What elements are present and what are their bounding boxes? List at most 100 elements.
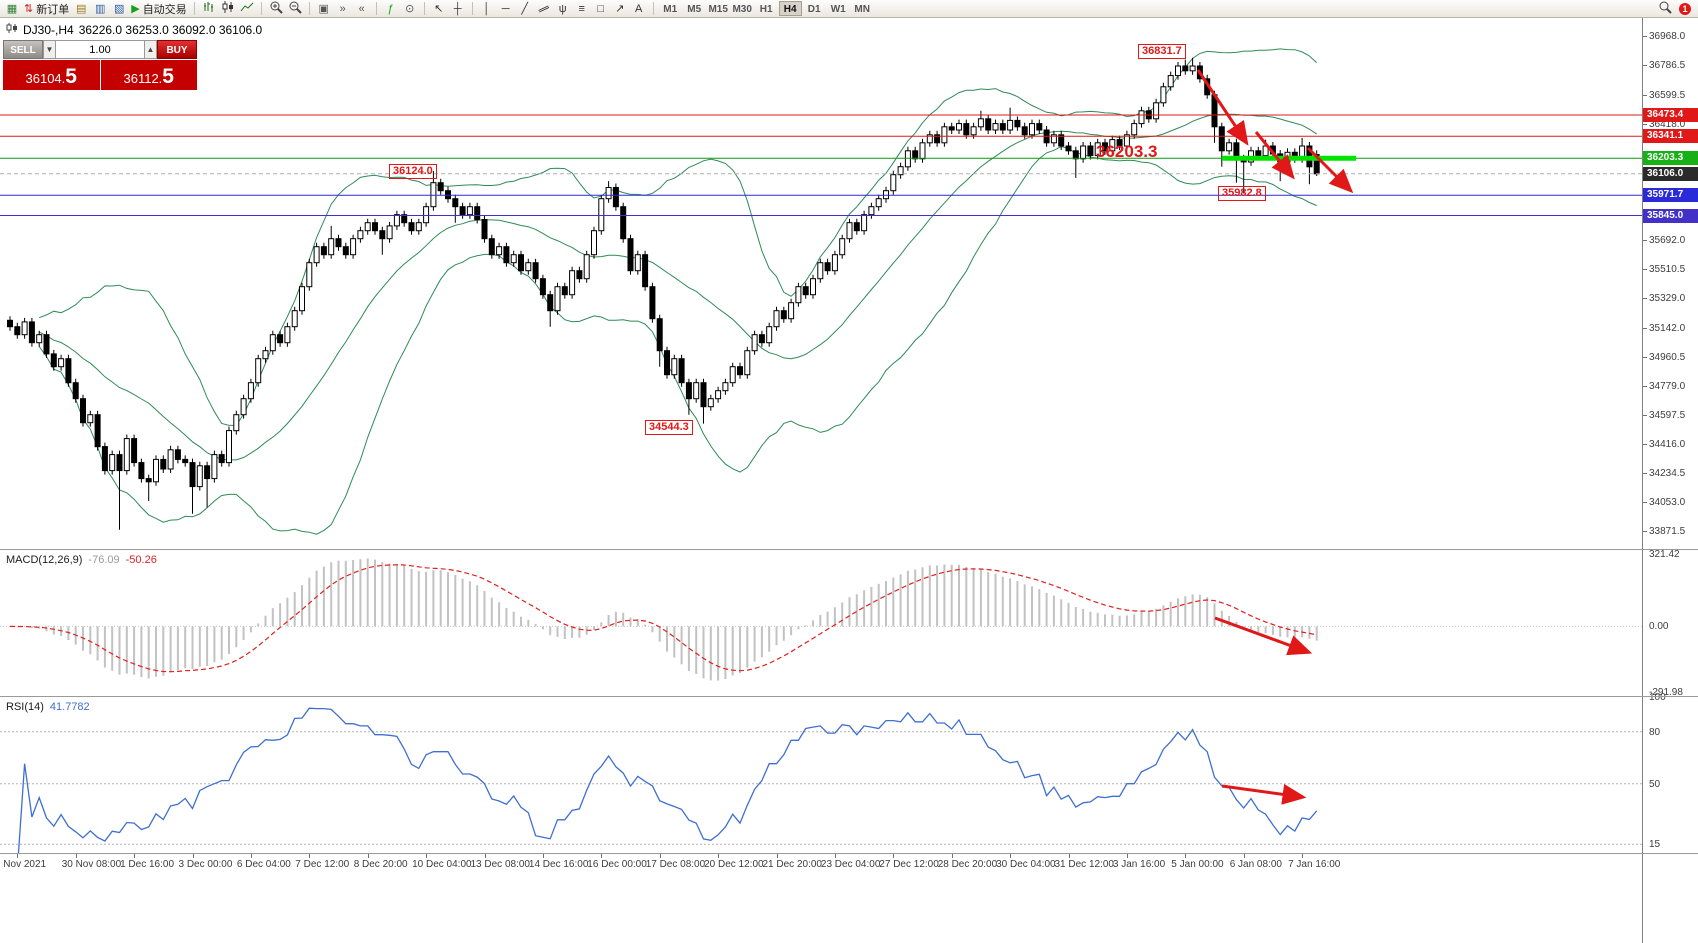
horizontal-line-icon: ─ — [501, 2, 510, 15]
timeframe-w1-button[interactable]: W1 — [830, 4, 846, 15]
price-axis[interactable]: 36968.0 36786.5 36599.5 36418.0 35692.0 35510… — [1642, 18, 1698, 943]
vertical-line-button[interactable]: │ — [478, 1, 496, 17]
toolbar: ▦ ⇅ 新订单 ▤ ▥ ▧ ▶ 自动交易 ▣ » « ƒ ⊙ ↖ ┼ │ ─ ╱ ∥ ψ ≡ □ ↗ A M1 M5 M15 M30 H… — [0, 0, 1698, 18]
axis-divider — [0, 853, 1698, 854]
bar-chart-button[interactable] — [200, 1, 218, 17]
market-watch-button[interactable]: ▥ — [91, 1, 109, 17]
time-axis-label: 14 Dec 16:00 — [528, 859, 589, 870]
volume-input[interactable] — [56, 40, 144, 59]
one-click-trading-panel: SELL ▼ ▲ BUY 36104. 5 36112. 5 — [3, 40, 197, 90]
timeframe-mn-button[interactable]: MN — [854, 4, 870, 15]
new-chart-icon: ▦ — [6, 2, 18, 15]
time-tick — [834, 854, 836, 858]
price-scale-label: 35692.0 — [1649, 234, 1686, 246]
time-axis-label: 3 Jan 16:00 — [1112, 859, 1166, 870]
rsi-caption: RSI(14) 41.7782 — [6, 701, 90, 713]
panel-divider[interactable] — [0, 549, 1698, 550]
time-tick — [484, 854, 486, 858]
text-icon: A — [635, 2, 643, 15]
tile-windows-button[interactable]: ▣ — [315, 1, 333, 17]
line-chart-button[interactable] — [238, 1, 256, 17]
shapes-icon: □ — [597, 2, 605, 15]
rsi-indicator-chart[interactable] — [0, 697, 1642, 853]
pitchfork-button[interactable]: ψ — [554, 1, 572, 17]
main-price-chart[interactable] — [0, 18, 1642, 549]
trendline-button[interactable]: ╱ — [516, 1, 534, 17]
timeframe-h4-button[interactable]: H4 — [778, 1, 802, 16]
new-chart-button[interactable]: ▦ — [3, 1, 21, 17]
time-axis-label: 7 Jan 16:00 — [1288, 859, 1341, 870]
volume-increase-button[interactable]: ▲ — [144, 40, 157, 59]
cursor-button[interactable]: ↖ — [430, 1, 448, 17]
chart-shift-button[interactable]: « — [353, 1, 371, 17]
time-tick — [75, 854, 77, 858]
shapes-button[interactable]: □ — [592, 1, 610, 17]
price-scale-label: 34779.0 — [1649, 381, 1686, 393]
channel-button[interactable]: ∥ — [535, 1, 553, 17]
autotrading-button[interactable]: ▶ 自动交易 — [129, 1, 188, 17]
timeframe-m30-button[interactable]: M30 — [732, 4, 752, 15]
macd-indicator-chart[interactable] — [0, 550, 1642, 696]
sell-price-display[interactable]: 36104. 5 — [3, 60, 100, 90]
time-axis-label: 7 Dec 12:00 — [295, 859, 350, 870]
sell-button[interactable]: SELL — [3, 40, 43, 59]
timeframe-m15-button[interactable]: M15 — [708, 4, 728, 15]
timeframe-m1-button[interactable]: M1 — [663, 4, 678, 15]
time-axis-label: 10 Dec 04:00 — [412, 859, 472, 870]
volume-decrease-button[interactable]: ▼ — [43, 40, 56, 59]
candlestick-chart-button[interactable] — [219, 1, 237, 17]
trendline-icon: ╱ — [521, 2, 528, 15]
chart-workspace: DJ30-,H4 36226.0 36253.0 36092.0 36106.0… — [0, 18, 1698, 943]
arrows-button[interactable]: ↗ — [611, 1, 629, 17]
time-axis-label: 6 Dec 04:00 — [236, 859, 291, 870]
zoom-out-button[interactable] — [286, 1, 304, 17]
time-axis[interactable]: Nov 2021 30 Nov 08:00 1 Dec 16:00 3 Dec 00:… — [0, 853, 1642, 873]
price-tick — [1643, 357, 1647, 358]
price-tick — [1643, 531, 1647, 533]
time-axis-label: Nov 2021 — [3, 859, 47, 870]
symbol-ohlc: 36226.0 36253.0 36092.0 36106.0 — [78, 22, 263, 37]
price-tick — [1643, 94, 1647, 96]
chart-profiles-button[interactable]: ▤ — [72, 1, 90, 17]
price-tick — [1643, 123, 1647, 125]
macd-main-value: -76.09 — [88, 554, 120, 566]
timeframe-d1-button[interactable]: D1 — [807, 4, 821, 15]
symbol-header: DJ30-,H4 36226.0 36253.0 36092.0 36106.0 — [6, 22, 262, 37]
time-tick — [1126, 854, 1128, 858]
fibonacci-button[interactable]: ≡ — [573, 1, 591, 17]
time-tick — [309, 854, 311, 858]
horizontal-line-button[interactable]: ─ — [497, 1, 515, 17]
time-tick — [1068, 854, 1070, 858]
auto-scroll-button[interactable]: » — [334, 1, 352, 17]
search-button[interactable] — [1656, 1, 1674, 17]
price-tick — [1643, 269, 1647, 270]
time-tick — [134, 854, 136, 858]
new-order-button-label: 新订单 — [36, 3, 70, 16]
timeframe-h1-button[interactable]: H1 — [759, 4, 773, 15]
panel-divider[interactable] — [0, 696, 1698, 697]
notification-badge[interactable]: 1 — [1679, 2, 1691, 15]
navigator-button[interactable]: ▧ — [110, 1, 128, 17]
toolbar-separator — [471, 2, 473, 15]
time-tick — [659, 854, 661, 858]
buy-price-display[interactable]: 36112. 5 — [100, 60, 197, 90]
price-scale-label: 35510.5 — [1649, 264, 1686, 276]
line-chart-icon — [240, 0, 254, 17]
time-tick — [250, 854, 252, 858]
macd-scale-label: -291.98 — [1649, 686, 1683, 698]
price-tick — [1643, 502, 1647, 504]
price-tick — [1643, 444, 1647, 446]
time-tick — [192, 854, 194, 858]
new-order-button[interactable]: ⇅ 新订单 — [22, 1, 71, 17]
zoom-in-button[interactable] — [267, 1, 285, 17]
buy-button[interactable]: BUY — [157, 40, 197, 59]
fibonacci-icon: ≡ — [578, 2, 585, 15]
periods-button[interactable]: ⊙ — [401, 1, 419, 17]
timeframe-m5-button[interactable]: M5 — [687, 4, 702, 15]
chart-area[interactable]: DJ30-,H4 36226.0 36253.0 36092.0 36106.0… — [0, 18, 1642, 943]
crosshair-button[interactable]: ┼ — [449, 1, 467, 17]
time-axis-label: 1 Dec 16:00 — [120, 859, 175, 870]
text-button[interactable]: A — [630, 1, 648, 17]
price-scale-label: 36599.5 — [1649, 89, 1686, 101]
indicators-button[interactable]: ƒ — [382, 1, 400, 17]
